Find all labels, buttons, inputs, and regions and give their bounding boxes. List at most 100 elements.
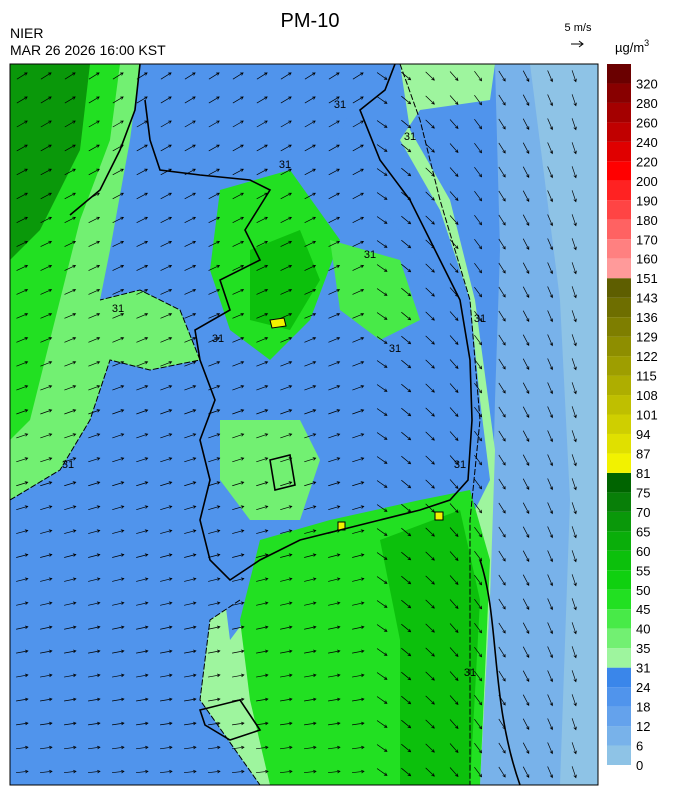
- wind-arrow: [547, 742, 553, 755]
- wind-arrow: [280, 313, 293, 319]
- wind-arrow: [160, 577, 173, 582]
- colorbar-tick-label: 65: [636, 524, 650, 539]
- wind-arrow: [352, 721, 365, 726]
- wind-arrow: [498, 766, 506, 778]
- colorbar-tick-label: 143: [636, 291, 658, 306]
- wind-arrow: [449, 623, 459, 634]
- wind-arrow: [112, 385, 125, 391]
- wind-arrow: [160, 72, 172, 80]
- wind-arrow: [64, 433, 77, 439]
- wind-arrow: [376, 432, 388, 440]
- wind-arrow: [304, 745, 317, 750]
- wind-arrow: [256, 745, 269, 750]
- wind-arrow: [232, 337, 245, 343]
- wind-arrow: [425, 311, 435, 321]
- wind-arrow: [88, 553, 101, 558]
- wind-arrow: [280, 361, 293, 367]
- wind-arrow: [449, 311, 459, 322]
- colorbar-segment: [607, 356, 631, 376]
- colorbar-segment: [607, 219, 631, 240]
- colorbar-segment: [607, 83, 631, 103]
- wind-arrow: [352, 481, 365, 487]
- colorbar-tick-label: 280: [636, 96, 658, 111]
- wind-arrow: [64, 745, 77, 750]
- wind-arrow: [304, 192, 316, 200]
- colorbar-tick-label: 0: [636, 758, 643, 773]
- wind-arrow: [352, 553, 365, 558]
- wind-arrow: [498, 718, 506, 730]
- wind-arrow: [40, 577, 53, 582]
- wind-arrow: [498, 310, 506, 322]
- contour-label: 31: [279, 159, 291, 171]
- wind-arrow: [112, 433, 125, 439]
- colorbar-segment: [607, 609, 631, 629]
- colorbar-segment: [607, 278, 631, 298]
- wind-arrow: [280, 288, 293, 295]
- wind-arrow: [232, 505, 245, 511]
- wind-arrow: [352, 649, 365, 654]
- wind-arrow: [232, 313, 245, 319]
- wind-arrow: [425, 623, 435, 633]
- wind-arrow: [474, 382, 483, 394]
- wind-arrow: [256, 457, 269, 463]
- wind-arrow: [208, 240, 221, 247]
- wind-arrow: [401, 695, 412, 705]
- wind-arrow: [498, 646, 506, 658]
- wind-arrow: [16, 337, 29, 343]
- wind-arrow: [376, 192, 388, 200]
- wind-arrow: [112, 120, 124, 128]
- wind-arrow: [547, 766, 553, 779]
- colorbar-tick-label: 70: [636, 505, 650, 520]
- wind-arrow: [160, 361, 173, 367]
- wind-arrow: [88, 745, 101, 750]
- map-frame: [9, 63, 599, 786]
- wind-arrow: [425, 503, 435, 513]
- wind-arrow: [328, 120, 340, 128]
- wind-arrow: [425, 767, 435, 777]
- wind-arrow: [328, 337, 341, 343]
- wind-arrow: [449, 719, 459, 730]
- wind-arrow: [232, 649, 245, 654]
- wind-arrow: [571, 382, 577, 395]
- wind-arrow: [522, 670, 530, 682]
- wind-arrow: [449, 551, 459, 562]
- wind-arrow: [232, 577, 245, 582]
- colorbar-segment: [607, 122, 631, 142]
- wind-arrow: [498, 622, 506, 634]
- wind-arrow: [522, 694, 530, 706]
- wind-arrow: [280, 385, 293, 391]
- wind-arrow: [112, 745, 125, 750]
- wind-arrow: [449, 359, 459, 370]
- wind-arrow: [571, 478, 577, 491]
- wind-arrow: [571, 622, 577, 635]
- wind-arrow: [474, 694, 483, 706]
- wind-arrow: [112, 601, 125, 606]
- colorbar-tick-label: 60: [636, 544, 650, 559]
- wind-arrow: [328, 288, 341, 295]
- wind-arrow: [208, 168, 220, 176]
- wind-arrow: [256, 649, 269, 654]
- colorbar-segment: [607, 511, 631, 532]
- wind-arrow: [474, 166, 483, 178]
- contour-label: 31: [404, 131, 416, 143]
- wind-arrow: [40, 409, 53, 415]
- wind-arrow: [328, 457, 341, 463]
- wind-arrow: [256, 673, 269, 678]
- wind-arrow: [401, 383, 412, 393]
- wind-arrow: [88, 697, 101, 702]
- wind-arrow: [449, 239, 459, 250]
- wind-arrow: [328, 673, 341, 678]
- wind-arrow: [280, 240, 293, 247]
- wind-arrow: [474, 502, 483, 514]
- wind-arrow: [40, 361, 53, 367]
- wind-arrow: [232, 168, 244, 176]
- wind-arrow: [160, 649, 173, 654]
- colorbar-tick-label: 18: [636, 700, 650, 715]
- colorbar-tick-label: 31: [636, 661, 650, 676]
- wind-arrow: [376, 408, 388, 416]
- wind-arrow: [136, 553, 149, 558]
- wind-arrow: [425, 71, 435, 81]
- wind-arrow: [40, 601, 53, 606]
- wind-arrow: [256, 168, 268, 176]
- wind-arrow: [425, 719, 435, 729]
